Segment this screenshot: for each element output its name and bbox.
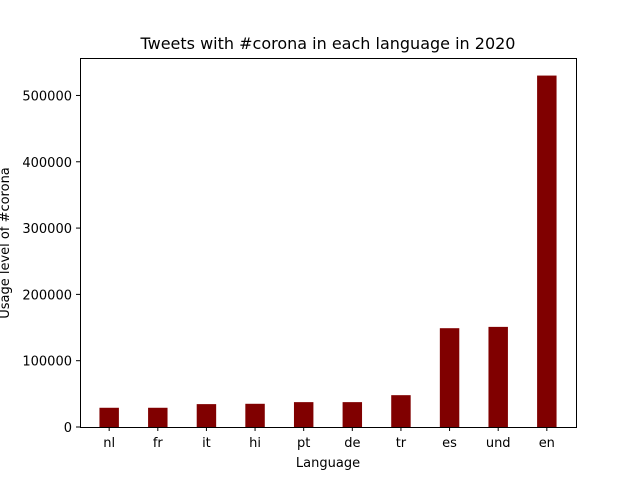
y-tick-label: 500000 (22, 89, 72, 104)
y-tick-label: 300000 (22, 222, 72, 237)
x-tick-label: pt (297, 436, 310, 451)
y-tick-label: 0 (64, 421, 72, 436)
y-tick-label: 400000 (22, 156, 72, 171)
x-tick-label: es (442, 436, 457, 451)
bar-tr (391, 395, 411, 427)
x-tick-label: it (202, 436, 211, 451)
x-tick-label: tr (396, 436, 407, 451)
bar-de (342, 402, 363, 427)
bar-es (439, 328, 460, 427)
chart-title: Tweets with #corona in each language in … (140, 34, 516, 53)
y-tick-label: 200000 (22, 288, 72, 303)
plot-frame (80, 58, 577, 428)
x-tick-label: nl (103, 436, 115, 451)
y-axis-label: Usage level of #corona (0, 167, 13, 319)
bar-fr (148, 407, 168, 427)
bars-group (99, 75, 557, 427)
x-tick-label: und (486, 436, 511, 451)
bar-pt (293, 402, 314, 427)
y-axis-ticks: 0 100000 200000 300000 400000 500000 (22, 89, 80, 436)
x-axis-ticks: nl fr it hi pt de tr es und en (103, 427, 555, 451)
bar-en (537, 75, 557, 427)
x-tick-label: en (539, 436, 555, 451)
bar-hi (245, 403, 265, 427)
x-tick-label: fr (153, 436, 164, 451)
x-tick-label: de (344, 436, 360, 451)
bar-nl (99, 407, 119, 427)
x-axis-label: Language (296, 456, 360, 471)
bar-und (488, 326, 508, 427)
bar-it (196, 404, 217, 427)
y-tick-label: 100000 (22, 355, 72, 370)
x-tick-label: hi (249, 436, 261, 451)
